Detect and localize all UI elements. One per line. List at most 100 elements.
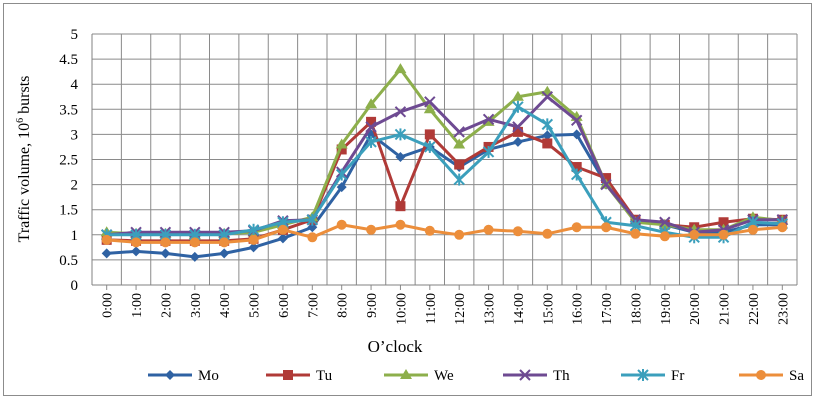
data-point-th bbox=[424, 96, 436, 108]
series-group bbox=[100, 63, 789, 262]
data-point-we bbox=[453, 138, 466, 149]
legend-item-fr: Fr bbox=[621, 368, 684, 384]
data-point-fr bbox=[482, 145, 495, 158]
data-point-fr bbox=[541, 118, 554, 131]
data-point-mo bbox=[395, 151, 406, 162]
data-point-tu bbox=[336, 144, 347, 155]
legend: Mo Tu We Th Fr Sa bbox=[148, 368, 804, 384]
legend-marker-fr bbox=[637, 369, 649, 381]
legend-marker-th bbox=[519, 369, 531, 381]
legend-item-sa: Sa bbox=[739, 368, 804, 384]
data-point-we bbox=[394, 63, 407, 74]
x-tick-label: 11:00 bbox=[424, 293, 439, 324]
y-tick-label: 3 bbox=[71, 127, 79, 143]
data-point-sa bbox=[777, 222, 788, 233]
data-point-we bbox=[541, 85, 554, 96]
y-axis-label-sup: 6 bbox=[15, 118, 26, 123]
data-point-sa bbox=[512, 226, 523, 237]
data-point-sa bbox=[307, 232, 318, 243]
data-point-tu bbox=[395, 201, 406, 212]
data-point-we bbox=[335, 138, 348, 149]
data-point-sa bbox=[718, 229, 729, 240]
y-tick-label: 4.5 bbox=[59, 52, 78, 68]
data-point-tu bbox=[718, 217, 729, 228]
data-point-mo bbox=[277, 233, 288, 244]
x-tick-label: 9:00 bbox=[365, 293, 380, 318]
y-tick-labels: 0 0.5 1 1.5 2 2.5 3 3.5 4 4.5 5 bbox=[59, 27, 78, 294]
grid-lines bbox=[91, 33, 798, 285]
data-point-th bbox=[570, 114, 583, 127]
data-point-mo bbox=[219, 248, 230, 259]
y-tick-label: 5 bbox=[71, 27, 79, 43]
data-point-fr bbox=[306, 213, 319, 226]
x-tick-label: 2:00 bbox=[159, 293, 174, 318]
data-point-fr bbox=[570, 168, 583, 181]
data-point-sa bbox=[336, 219, 347, 230]
data-point-fr bbox=[394, 128, 407, 141]
data-point-mo bbox=[336, 182, 347, 193]
y-tick-label: 1.5 bbox=[59, 203, 78, 219]
x-tick-label: 3:00 bbox=[189, 293, 204, 318]
series-line-fr bbox=[106, 105, 783, 239]
data-point-sa bbox=[630, 228, 641, 239]
legend-label-th: Th bbox=[553, 368, 570, 384]
y-axis-label-main: Traffic volume, 10 bbox=[16, 123, 33, 243]
x-tick-label: 16:00 bbox=[571, 293, 586, 325]
data-point-sa bbox=[248, 234, 259, 245]
data-point-mo bbox=[131, 246, 142, 257]
data-point-sa bbox=[571, 222, 582, 233]
data-point-sa bbox=[189, 237, 200, 248]
data-point-mo bbox=[248, 242, 259, 253]
x-tick-label: 14:00 bbox=[512, 293, 527, 325]
data-point-sa bbox=[659, 231, 670, 242]
data-point-tu bbox=[512, 126, 523, 137]
x-tick-label: 23:00 bbox=[776, 293, 791, 325]
series-line-th bbox=[106, 95, 783, 237]
legend-marker-mo bbox=[165, 370, 175, 380]
data-point-sa bbox=[395, 219, 406, 230]
x-tick-labels: 0:00 1:00 2:00 3:00 4:00 5:00 6:00 7:00 8:00 9:00… bbox=[101, 293, 792, 325]
x-tick-label: 20:00 bbox=[688, 293, 703, 325]
y-axis-label-unit: bursts bbox=[16, 76, 33, 118]
legend-label-we: We bbox=[434, 368, 454, 384]
data-point-fr bbox=[365, 135, 377, 148]
data-point-fr bbox=[424, 140, 436, 153]
data-point-th bbox=[394, 106, 407, 118]
data-point-mo bbox=[542, 130, 553, 141]
x-tick-label: 12:00 bbox=[453, 293, 468, 325]
data-point-tu bbox=[424, 129, 435, 140]
legend-label-sa: Sa bbox=[789, 368, 804, 384]
data-point-sa bbox=[747, 224, 758, 235]
axes bbox=[91, 34, 797, 290]
data-point-sa bbox=[454, 229, 465, 240]
data-point-sa bbox=[483, 224, 494, 235]
y-tick-label: 3.5 bbox=[59, 102, 78, 118]
data-point-sa bbox=[366, 224, 377, 235]
x-tick-label: 21:00 bbox=[718, 293, 733, 325]
x-tick-label: 17:00 bbox=[600, 293, 615, 325]
x-tick-label: 18:00 bbox=[629, 293, 644, 325]
x-axis-label: O’clock bbox=[368, 337, 423, 356]
x-tick-label: 5:00 bbox=[248, 293, 263, 318]
y-tick-label: 0.5 bbox=[59, 253, 78, 269]
y-tick-label: 4 bbox=[71, 77, 79, 93]
data-point-mo bbox=[307, 222, 318, 233]
x-tick-label: 7:00 bbox=[306, 293, 321, 318]
data-point-sa bbox=[424, 225, 435, 236]
x-tick-label: 1:00 bbox=[130, 293, 145, 318]
x-tick-label: 22:00 bbox=[747, 293, 762, 325]
chart-frame bbox=[3, 3, 812, 396]
legend-item-th: Th bbox=[503, 368, 570, 384]
data-point-th bbox=[365, 121, 377, 133]
legend-label-tu: Tu bbox=[316, 368, 333, 384]
data-point-th bbox=[541, 91, 554, 103]
legend-item-mo: Mo bbox=[148, 368, 219, 384]
data-point-tu bbox=[366, 116, 377, 127]
data-point-sa bbox=[219, 237, 230, 248]
data-point-tu bbox=[542, 138, 553, 149]
legend-label-fr: Fr bbox=[671, 368, 684, 384]
y-tick-label: 2.5 bbox=[59, 153, 78, 169]
data-point-th bbox=[600, 178, 612, 191]
x-tick-label: 15:00 bbox=[541, 293, 556, 325]
